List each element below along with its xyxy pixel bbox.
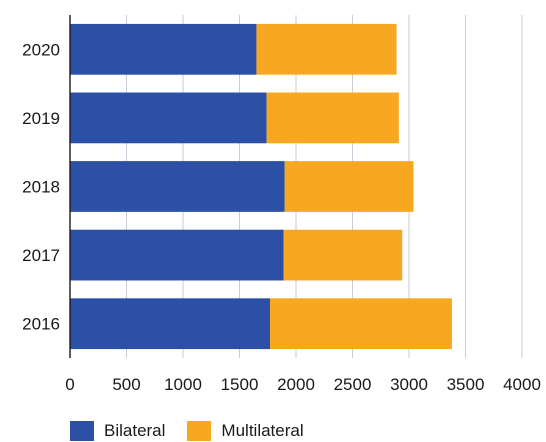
y-tick-label-2017: 2017 bbox=[22, 246, 60, 265]
y-tick-label-2019: 2019 bbox=[22, 109, 60, 128]
bar-multilateral-2017 bbox=[283, 229, 403, 281]
x-tick-label-2500: 2500 bbox=[334, 375, 372, 394]
y-tick-label-2018: 2018 bbox=[22, 178, 60, 197]
x-tick-label-500: 500 bbox=[112, 375, 140, 394]
bar-multilateral-2019 bbox=[266, 92, 399, 144]
legend-swatch-bilateral bbox=[70, 421, 94, 441]
legend-item-multilateral: Multilateral bbox=[187, 421, 304, 441]
bars bbox=[70, 23, 452, 350]
bar-bilateral-2016 bbox=[70, 298, 271, 350]
bar-bilateral-2018 bbox=[70, 161, 285, 212]
y-tick-label-2016: 2016 bbox=[22, 315, 60, 334]
x-tick-label-4000: 4000 bbox=[503, 375, 541, 394]
bar-multilateral-2018 bbox=[284, 161, 414, 212]
bar-multilateral-2020 bbox=[256, 23, 397, 75]
y-tick-label-2020: 2020 bbox=[22, 40, 60, 59]
x-tick-label-2000: 2000 bbox=[277, 375, 315, 394]
legend-label-multilateral: Multilateral bbox=[221, 421, 304, 440]
legend-label-bilateral: Bilateral bbox=[104, 421, 166, 440]
x-tick-label-1500: 1500 bbox=[221, 375, 259, 394]
x-tick-label-3000: 3000 bbox=[390, 375, 428, 394]
tick-labels: 0 500 1000 1500 2000 2500 3000 3500 4000 2020 2019… bbox=[22, 40, 541, 394]
legend-swatch-multilateral bbox=[187, 421, 212, 441]
bar-bilateral-2017 bbox=[70, 229, 284, 281]
legend-item-bilateral: Bilateral bbox=[70, 421, 165, 441]
legend: Bilateral Multilateral bbox=[70, 421, 326, 441]
bar-bilateral-2020 bbox=[70, 23, 257, 75]
x-tick-label-0: 0 bbox=[65, 375, 74, 394]
x-tick-label-3500: 3500 bbox=[447, 375, 485, 394]
x-tick-label-1000: 1000 bbox=[164, 375, 202, 394]
bar-bilateral-2019 bbox=[70, 92, 267, 144]
bar-multilateral-2016 bbox=[270, 298, 452, 350]
